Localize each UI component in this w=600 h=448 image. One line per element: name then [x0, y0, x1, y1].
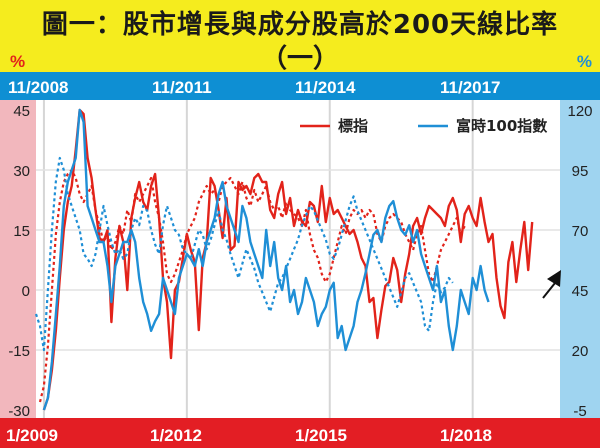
right-axis-band: [560, 100, 600, 418]
left-tick-label: 15: [13, 223, 30, 240]
annotation-arrow-head: [547, 270, 561, 287]
bottom-tick-label: 1/2015: [295, 426, 347, 445]
top-axis-band: [0, 72, 600, 100]
series-line-4: [34, 156, 454, 352]
series-line-2: [38, 168, 466, 403]
right-tick-label: 120: [567, 103, 592, 120]
chart-subtitle: （一）: [260, 44, 339, 74]
legend-label: 富時100指數: [456, 117, 547, 135]
right-tick-label: 20: [572, 343, 589, 360]
right-tick-label: 45: [572, 283, 589, 300]
right-tick-label: 95: [572, 163, 589, 180]
right-tick-label: 70: [572, 223, 589, 240]
bottom-tick-label: 1/2012: [150, 426, 202, 445]
top-tick-label: 11/2008: [8, 78, 69, 97]
top-tick-label: 11/2011: [152, 78, 212, 97]
left-unit-label: %: [10, 52, 26, 71]
left-tick-label: 30: [13, 163, 30, 180]
top-tick-label: 11/2017: [440, 78, 501, 97]
series-line-3: [42, 108, 490, 411]
annotation-arrow-shaft: [542, 282, 556, 299]
left-tick-label: 0: [22, 283, 30, 300]
left-tick-label: -15: [8, 343, 30, 360]
bottom-tick-label: 1/2018: [440, 426, 492, 445]
bottom-axis-band: [0, 418, 600, 448]
series-group: [34, 108, 534, 411]
right-tick-label: -5: [573, 403, 586, 420]
legend-label: 標指: [338, 117, 368, 135]
chart-title: 圖一：股市增長與成分股高於200天線比率: [41, 10, 559, 40]
right-unit-label: %: [576, 52, 592, 71]
left-axis-band: [0, 100, 36, 418]
legend: 標指 富時100指數: [300, 117, 547, 135]
top-tick-label: 11/2014: [295, 78, 356, 97]
left-tick-label: 45: [13, 103, 30, 120]
bottom-tick-label: 1/2009: [6, 426, 58, 445]
title-bar: 圖一：股市增長與成分股高於200天線比率 （一） % %: [0, 0, 600, 74]
left-tick-label: -30: [8, 403, 30, 420]
